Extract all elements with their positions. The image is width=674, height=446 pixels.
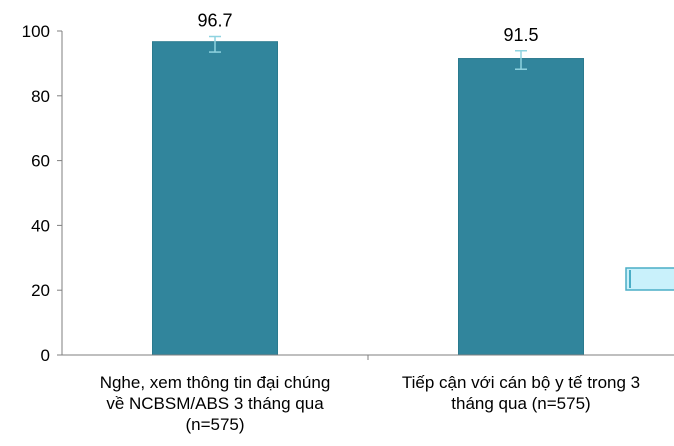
- y-axis-ticks: 0 20 40 60 80 100: [22, 22, 62, 365]
- y-tick-label: 80: [31, 87, 50, 106]
- category-labels: Nghe, xem thông tin đại chúng về NCBSM/AB…: [100, 373, 640, 434]
- bar: [152, 41, 278, 356]
- decorative-callout-shape: [625, 267, 674, 291]
- callout-box: [625, 267, 674, 291]
- data-label: 96.7: [197, 11, 232, 31]
- bars: [152, 41, 584, 356]
- error-bar: [515, 50, 527, 70]
- error-bars: [209, 35, 527, 70]
- y-tick-label: 60: [31, 152, 50, 171]
- data-label: 91.5: [503, 25, 538, 45]
- y-tick-label: 20: [31, 281, 50, 300]
- category-label: Tiếp cận với cán bộ y tế trong 3 tháng qu…: [402, 373, 640, 413]
- data-labels: 96.7 91.5: [197, 11, 538, 45]
- y-tick-label: 40: [31, 216, 50, 235]
- error-bar: [209, 35, 221, 53]
- y-tick-label: 100: [22, 22, 50, 41]
- category-label: Nghe, xem thông tin đại chúng về NCBSM/AB…: [100, 373, 331, 434]
- y-tick-label: 0: [41, 346, 50, 365]
- bar: [458, 58, 584, 356]
